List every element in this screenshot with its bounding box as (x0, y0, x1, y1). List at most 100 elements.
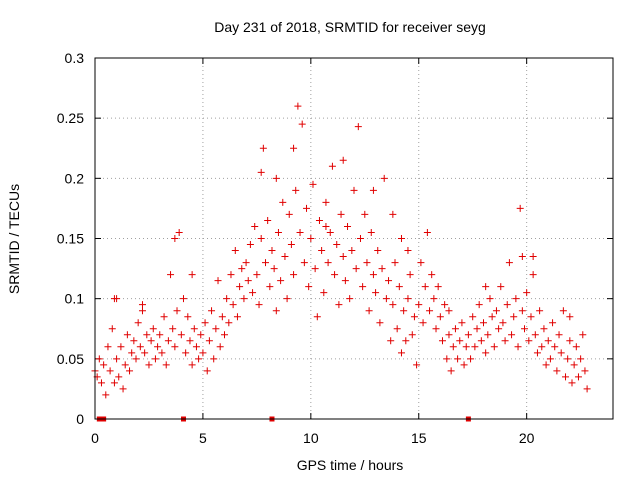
data-point (303, 204, 311, 212)
data-point (177, 331, 185, 339)
data-point (542, 361, 550, 369)
data-point (369, 271, 377, 279)
data-point (238, 265, 246, 273)
data-point (577, 355, 585, 363)
data-point (546, 355, 554, 363)
data-point (233, 313, 241, 321)
data-point (328, 162, 336, 170)
data-point (298, 120, 306, 128)
data-point (514, 343, 522, 351)
data-point (225, 319, 233, 327)
data-point (391, 259, 399, 267)
data-point (138, 301, 146, 309)
data-point (283, 295, 291, 303)
data-point (549, 319, 557, 327)
data-point (272, 174, 280, 182)
data-point (387, 337, 395, 345)
data-point (251, 222, 259, 230)
data-point (555, 331, 563, 339)
data-point (294, 102, 302, 110)
data-point (564, 355, 572, 363)
data-point (581, 367, 589, 375)
data-point (249, 289, 257, 297)
data-point (337, 210, 345, 218)
data-point (395, 283, 403, 291)
data-point (201, 319, 209, 327)
data-point (460, 361, 468, 369)
data-point (272, 307, 280, 315)
data-point (495, 325, 503, 333)
data-point (413, 361, 421, 369)
data-point (540, 325, 548, 333)
data-point (374, 247, 382, 255)
data-point (257, 235, 265, 242)
data-point (162, 361, 170, 369)
y-tick-label: 0.2 (65, 170, 85, 186)
data-point (97, 379, 105, 387)
data-point (266, 283, 274, 291)
data-point (240, 295, 248, 303)
data-point (128, 349, 136, 357)
data-point (106, 367, 114, 375)
data-point (525, 337, 533, 345)
data-point (482, 349, 490, 357)
data-point (482, 283, 490, 291)
data-point (469, 313, 477, 321)
data-point (426, 307, 434, 315)
data-point (279, 198, 287, 206)
data-point (218, 313, 226, 321)
data-point (309, 180, 317, 188)
data-point (171, 343, 179, 351)
data-point (529, 253, 537, 261)
y-axis-label: SRMTID / TECUs (6, 184, 22, 294)
y-tick-label: 0.3 (65, 50, 85, 66)
data-point (151, 355, 159, 363)
data-point (480, 319, 487, 327)
data-point (270, 265, 278, 273)
y-tick-label: 0.05 (57, 351, 84, 367)
data-point (305, 283, 313, 291)
data-point (376, 319, 384, 327)
data-point (473, 325, 481, 333)
data-point (156, 331, 164, 339)
data-point (447, 367, 455, 375)
data-point (579, 331, 587, 339)
data-point (113, 355, 121, 363)
x-tick-label: 0 (91, 430, 99, 446)
data-point (531, 331, 539, 339)
data-points (91, 102, 591, 399)
data-point (231, 247, 239, 255)
data-point (171, 235, 179, 242)
x-tick-label: 20 (519, 430, 535, 446)
data-point (551, 343, 559, 351)
data-point (192, 343, 200, 351)
data-point (566, 313, 574, 321)
data-point (432, 325, 440, 333)
data-point (188, 271, 196, 279)
data-point (510, 313, 518, 321)
data-point (341, 277, 349, 285)
data-point (322, 198, 330, 206)
data-point (538, 343, 546, 351)
data-point (104, 343, 112, 351)
data-point (184, 313, 192, 321)
data-point (436, 313, 444, 321)
data-point (268, 247, 276, 255)
data-point (214, 277, 222, 285)
data-point (216, 343, 224, 351)
data-point (344, 222, 352, 230)
data-point (508, 331, 516, 339)
data-point (149, 325, 157, 333)
data-point (462, 343, 470, 351)
data-point (382, 295, 390, 303)
data-point (259, 144, 267, 152)
data-point (518, 307, 526, 315)
y-tick-label: 0 (76, 411, 84, 427)
data-point (208, 307, 216, 315)
data-point (285, 210, 293, 218)
data-point (322, 222, 330, 230)
data-point (132, 355, 140, 363)
data-point (421, 283, 429, 291)
data-point (236, 283, 244, 291)
y-tick-label: 0.1 (65, 291, 85, 307)
